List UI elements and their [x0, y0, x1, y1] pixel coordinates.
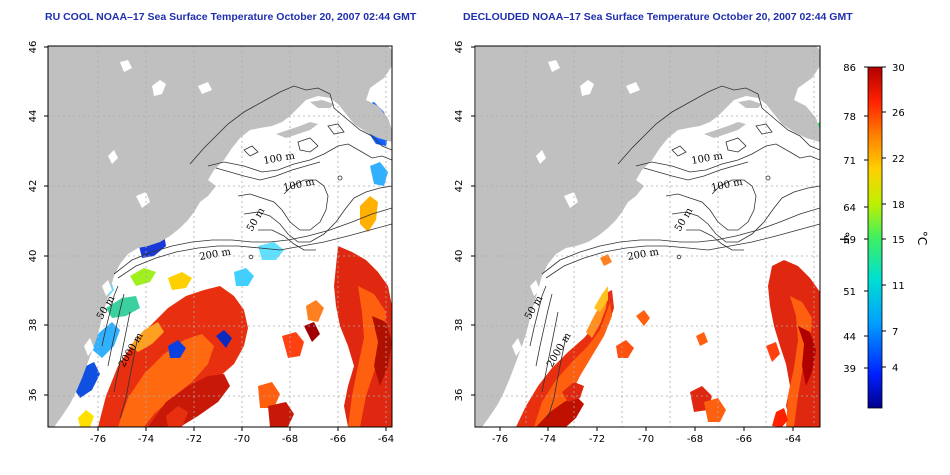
right-sst-field	[516, 122, 820, 427]
lon-tick-label: -70	[638, 434, 654, 445]
lat-tick-label: 46	[28, 41, 39, 54]
lon-tick-label: -72	[186, 434, 202, 445]
lat-tick-label: 42	[28, 180, 39, 193]
colorbar-f-tick: 86	[843, 63, 856, 74]
lon-tick-label: -74	[540, 434, 556, 445]
lat-tick-label: 38	[454, 319, 465, 332]
lon-tick-label: -76	[90, 434, 106, 445]
lon-tick-label: -66	[736, 434, 752, 445]
lat-tick-label: 36	[454, 389, 465, 402]
colorbar-c-tick: 18	[892, 200, 905, 211]
colorbar-f-tick: 44	[843, 332, 856, 343]
lat-tick-label: 36	[28, 389, 39, 402]
colorbar-f-tick: 51	[843, 287, 856, 298]
lon-tick-label: -66	[330, 434, 346, 445]
colorbar: 86 78 71 64 59 51 44 39 30 26 22 18 15 1…	[837, 63, 929, 409]
left-map-title: RU COOL NOAA–17 Sea Surface Temperature …	[45, 11, 417, 23]
right-axis-ticks	[471, 46, 794, 431]
right-lon-labels: -76 -74 -72 -70 -68 -66 -64	[492, 434, 801, 445]
colorbar-f-tick: 64	[843, 203, 856, 214]
lat-tick-label: 40	[454, 250, 465, 263]
colorbar-c-labels: 30 26 22 18 15 11 7 4	[892, 63, 905, 374]
lat-tick-label: 44	[454, 110, 465, 123]
left-map: 100 m 100 m 50 m 200 m 50 m 2000 m -76 -…	[28, 41, 394, 445]
colorbar-c-tick: 15	[892, 235, 905, 246]
lon-tick-label: -64	[378, 434, 394, 445]
colorbar-c-tick: 22	[892, 154, 905, 165]
lat-tick-label: 40	[28, 250, 39, 263]
lon-tick-label: -68	[282, 434, 298, 445]
colorbar-unit-c: °C	[915, 231, 929, 245]
lat-tick-label: 44	[28, 110, 39, 123]
colorbar-c-tick: 26	[892, 108, 905, 119]
right-map-title: DECLOUDED NOAA–17 Sea Surface Temperatur…	[463, 11, 853, 23]
lon-tick-label: -72	[589, 434, 605, 445]
lat-tick-label: 42	[454, 180, 465, 193]
lon-tick-label: -70	[234, 434, 250, 445]
left-lat-labels: 36 38 40 42 44 46	[28, 41, 39, 402]
colorbar-f-tick: 71	[843, 156, 856, 167]
left-axis-ticks	[44, 46, 387, 431]
colorbar-f-tick: 39	[843, 364, 856, 375]
lat-tick-label: 38	[28, 319, 39, 332]
colorbar-c-tick: 4	[892, 363, 898, 374]
right-map: 100 m 100 m 50 m 200 m 50 m 2000 m -76 -…	[454, 41, 821, 445]
colorbar-f-tick: 59	[843, 235, 856, 246]
colorbar-f-tick: 78	[843, 112, 856, 123]
right-lat-labels: 36 38 40 42 44 46	[454, 41, 465, 402]
lon-tick-label: -64	[785, 434, 801, 445]
colorbar-unit-f: °F	[837, 232, 851, 245]
lat-tick-label: 46	[454, 41, 465, 54]
lon-tick-label: -76	[492, 434, 508, 445]
lon-tick-label: -74	[138, 434, 154, 445]
colorbar-c-tick: 7	[892, 327, 898, 338]
colorbar-c-tick: 11	[892, 281, 905, 292]
left-lon-labels: -76 -74 -72 -70 -68 -66 -64	[90, 434, 394, 445]
colorbar-f-labels: 86 78 71 64 59 51 44 39	[843, 63, 856, 375]
lon-tick-label: -68	[687, 434, 703, 445]
colorbar-c-tick: 30	[892, 63, 905, 74]
